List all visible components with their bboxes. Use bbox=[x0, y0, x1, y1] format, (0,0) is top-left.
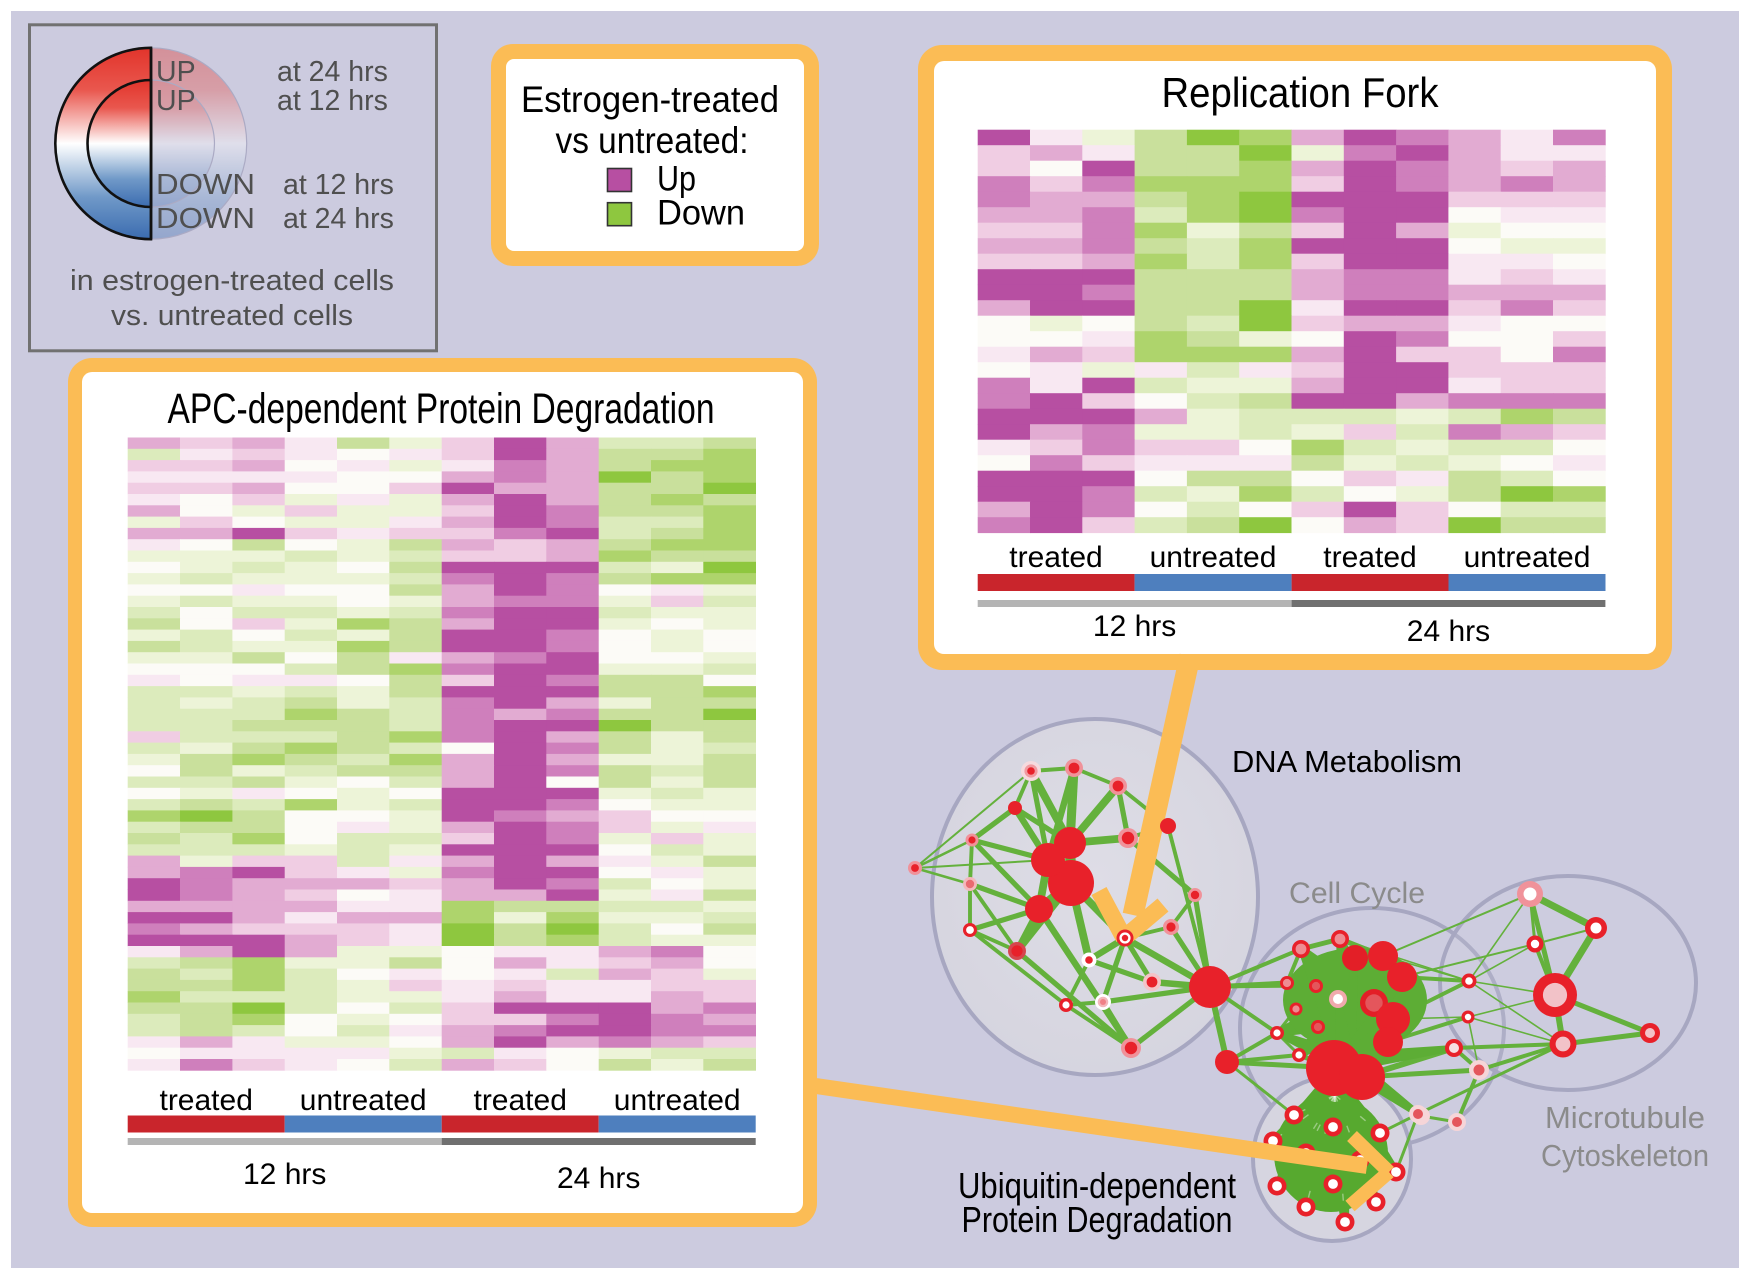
svg-text:treated: treated bbox=[159, 1084, 252, 1117]
svg-text:untreated: untreated bbox=[1464, 541, 1591, 574]
svg-text:24 hrs: 24 hrs bbox=[1407, 615, 1490, 648]
svg-text:Replication Fork: Replication Fork bbox=[1162, 69, 1440, 116]
svg-text:in estrogen-treated cells: in estrogen-treated cells bbox=[70, 265, 394, 297]
svg-text:Protein Degradation: Protein Degradation bbox=[962, 1199, 1233, 1240]
svg-text:treated: treated bbox=[473, 1084, 566, 1117]
svg-text:DOWN: DOWN bbox=[156, 169, 255, 201]
svg-text:Microtubule: Microtubule bbox=[1545, 1100, 1705, 1135]
svg-text:Cytoskeleton: Cytoskeleton bbox=[1541, 1138, 1709, 1173]
svg-text:DOWN: DOWN bbox=[156, 203, 255, 235]
svg-text:untreated: untreated bbox=[300, 1084, 427, 1117]
svg-text:Ubiquitin-dependent: Ubiquitin-dependent bbox=[958, 1165, 1236, 1206]
svg-text:UP: UP bbox=[156, 85, 196, 117]
svg-text:Down: Down bbox=[657, 194, 745, 233]
svg-text:APC-dependent Protein Degradat: APC-dependent Protein Degradation bbox=[168, 385, 715, 433]
svg-text:24 hrs: 24 hrs bbox=[557, 1162, 640, 1195]
svg-text:UP: UP bbox=[156, 56, 196, 88]
svg-text:Cell Cycle: Cell Cycle bbox=[1289, 877, 1425, 910]
svg-text:DNA Metabolism: DNA Metabolism bbox=[1232, 744, 1462, 779]
svg-text:untreated: untreated bbox=[614, 1084, 741, 1117]
svg-text:treated: treated bbox=[1009, 541, 1102, 574]
svg-text:12 hrs: 12 hrs bbox=[1093, 610, 1176, 643]
svg-text:untreated: untreated bbox=[1150, 541, 1277, 574]
svg-text:treated: treated bbox=[1323, 541, 1416, 574]
svg-text:at 12 hrs: at 12 hrs bbox=[277, 85, 388, 117]
svg-text:Estrogen-treated: Estrogen-treated bbox=[521, 79, 779, 120]
svg-text:at 24 hrs: at 24 hrs bbox=[283, 203, 394, 235]
svg-text:vs untreated:: vs untreated: bbox=[556, 120, 749, 161]
svg-text:12 hrs: 12 hrs bbox=[243, 1158, 326, 1191]
svg-text:at 12 hrs: at 12 hrs bbox=[283, 169, 394, 201]
svg-text:at 24 hrs: at 24 hrs bbox=[277, 56, 388, 88]
svg-text:vs. untreated cells: vs. untreated cells bbox=[111, 300, 353, 332]
svg-text:Up: Up bbox=[657, 160, 696, 199]
